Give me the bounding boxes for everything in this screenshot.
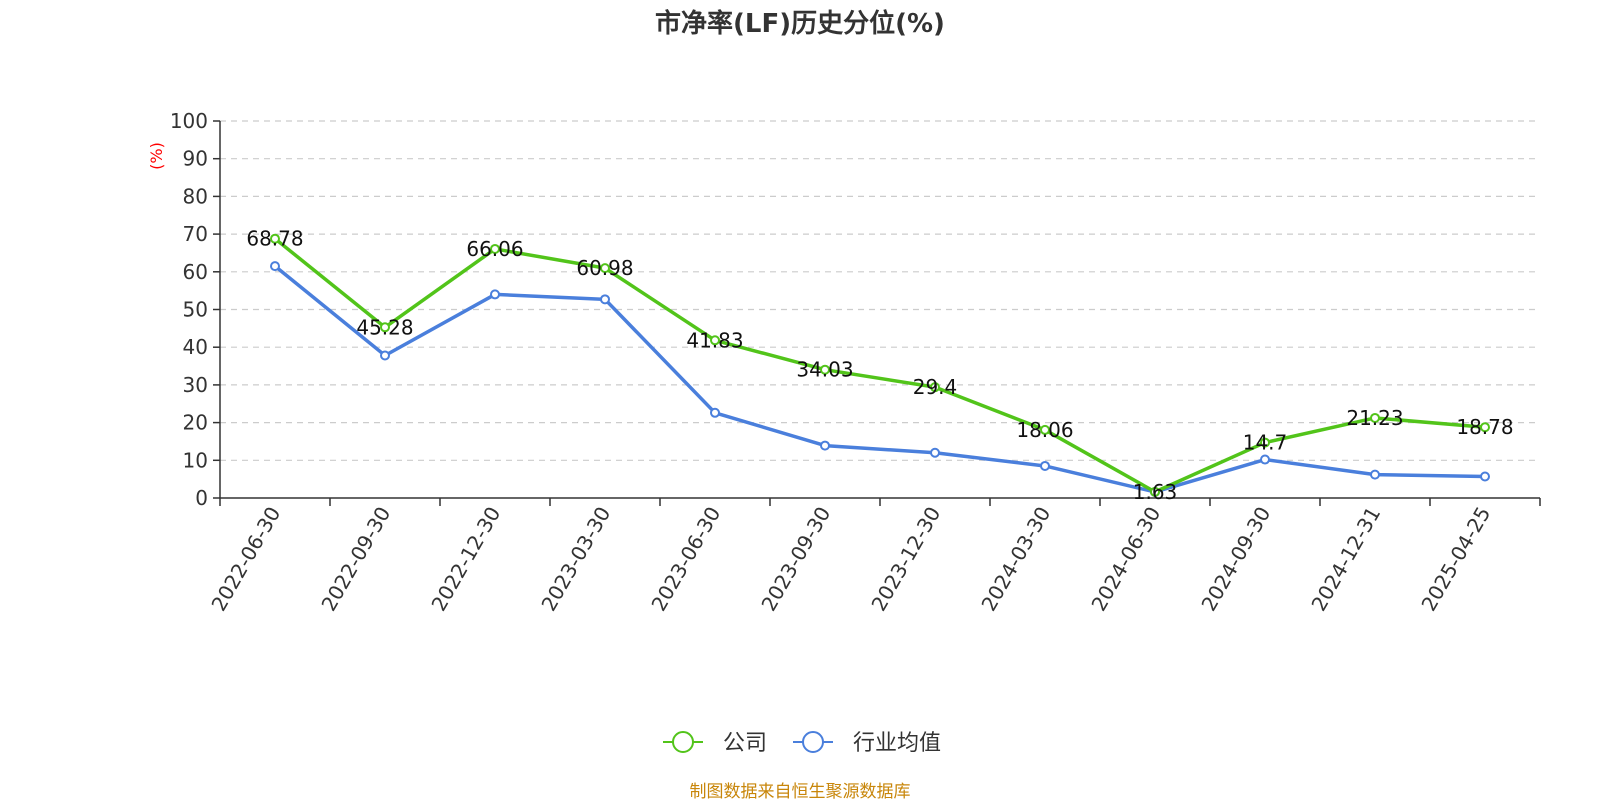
data-point[interactable] bbox=[820, 440, 830, 451]
data-point[interactable] bbox=[1040, 424, 1050, 435]
series-company bbox=[270, 233, 1490, 497]
data-point[interactable] bbox=[490, 289, 500, 300]
data-label: 41.83 bbox=[686, 328, 743, 352]
data-point[interactable] bbox=[930, 447, 940, 458]
legend-item-company[interactable]: 公司 bbox=[663, 731, 767, 756]
y-tick-label: 80 bbox=[183, 184, 208, 208]
data-label: 34.03 bbox=[796, 358, 853, 382]
data-label: 18.06 bbox=[1016, 418, 1073, 442]
data-point[interactable] bbox=[820, 364, 830, 375]
y-tick-label: 40 bbox=[183, 335, 208, 359]
data-point[interactable] bbox=[710, 407, 720, 418]
data-point[interactable] bbox=[1480, 422, 1490, 433]
data-label: 14.7 bbox=[1243, 431, 1288, 455]
series-line bbox=[273, 264, 1486, 494]
x-tick-label: 2022-12-30 bbox=[426, 503, 505, 616]
x-tick-label: 2022-06-30 bbox=[206, 503, 285, 616]
data-label: 66.06 bbox=[466, 237, 523, 261]
y-axis-unit-label: (%) bbox=[147, 142, 166, 170]
data-point[interactable] bbox=[1480, 471, 1490, 482]
y-tick-label: 90 bbox=[183, 147, 208, 171]
x-tick-label: 2024-09-30 bbox=[1196, 503, 1275, 616]
data-point[interactable] bbox=[1150, 486, 1160, 497]
data-point[interactable] bbox=[600, 263, 610, 274]
gridlines bbox=[220, 120, 1540, 461]
data-point[interactable] bbox=[1260, 454, 1270, 465]
legend-item-industry-average[interactable]: 行业均值 bbox=[793, 731, 941, 756]
y-tick-label: 70 bbox=[183, 222, 208, 246]
series-layer bbox=[270, 233, 1490, 497]
data-label: 68.78 bbox=[246, 227, 303, 251]
legend[interactable]: 公司 行业均值 bbox=[663, 731, 941, 756]
legend-label: 公司 bbox=[723, 731, 767, 756]
x-tick-label: 2022-09-30 bbox=[316, 503, 395, 616]
legend-marker bbox=[802, 731, 824, 753]
source-note: 制图数据来自恒生聚源数据库 bbox=[690, 782, 911, 800]
x-tick-label: 2023-06-30 bbox=[646, 503, 725, 616]
y-tick-label: 50 bbox=[183, 298, 208, 322]
x-tick-label: 2023-12-30 bbox=[866, 503, 945, 616]
series-line bbox=[273, 237, 1486, 494]
data-point[interactable] bbox=[930, 382, 940, 393]
x-tick-label: 2023-09-30 bbox=[756, 503, 835, 616]
x-tick-label: 2025-04-25 bbox=[1416, 503, 1495, 616]
data-point[interactable] bbox=[710, 335, 720, 346]
data-point[interactable] bbox=[490, 243, 500, 254]
data-point[interactable] bbox=[1260, 437, 1270, 448]
data-point[interactable] bbox=[270, 233, 280, 244]
data-label: 29.4 bbox=[913, 375, 958, 399]
data-point[interactable] bbox=[1370, 412, 1380, 423]
data-label: 45.28 bbox=[356, 315, 413, 339]
x-tick-label: 2024-03-30 bbox=[976, 503, 1055, 616]
data-point[interactable] bbox=[380, 350, 390, 361]
legend-label: 行业均值 bbox=[853, 731, 941, 756]
x-tick-label: 2024-12-31 bbox=[1306, 503, 1385, 616]
y-tick-label: 30 bbox=[183, 373, 208, 397]
x-tick-label: 2023-03-30 bbox=[536, 503, 615, 616]
data-label: 18.78 bbox=[1456, 415, 1513, 439]
data-point[interactable] bbox=[270, 261, 280, 272]
chart-title: 市净率(LF)历史分位(%) bbox=[655, 8, 945, 39]
y-tick-label: 20 bbox=[183, 411, 208, 435]
data-point[interactable] bbox=[380, 322, 390, 333]
series-industry-average bbox=[270, 261, 1490, 497]
y-tick-label: 60 bbox=[183, 260, 208, 284]
data-labels: 68.78 45.28 66.06 60.98 41.83 34.03 29.4 18.06 1… bbox=[246, 227, 1513, 504]
x-tick-label: 2024-06-30 bbox=[1086, 503, 1165, 616]
y-tick-label: 10 bbox=[183, 448, 208, 472]
data-label: 60.98 bbox=[576, 256, 633, 280]
data-point[interactable] bbox=[600, 294, 610, 305]
data-label: 1.63 bbox=[1133, 480, 1178, 504]
axes: 0 10 20 30 40 50 60 70 80 90 100 2022-06-30 2022-09-… bbox=[170, 109, 1541, 616]
data-label: 21.23 bbox=[1346, 406, 1403, 430]
legend-marker bbox=[672, 731, 694, 753]
y-tick-label: 0 bbox=[195, 486, 208, 510]
data-point[interactable] bbox=[1370, 469, 1380, 480]
y-tick-label: 100 bbox=[170, 109, 208, 133]
data-point[interactable] bbox=[1040, 460, 1050, 471]
